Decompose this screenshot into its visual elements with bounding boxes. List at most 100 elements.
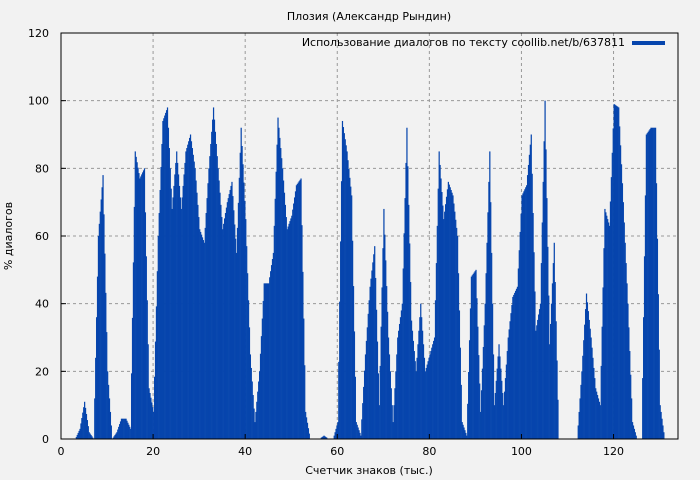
bar — [295, 185, 298, 439]
bar — [175, 162, 177, 440]
bar — [277, 117, 279, 439]
bar — [227, 198, 229, 439]
bar — [528, 154, 531, 440]
bar — [75, 436, 77, 439]
bar — [373, 254, 375, 439]
bar — [273, 225, 275, 439]
bar — [108, 398, 111, 439]
bar — [411, 330, 414, 439]
bar — [537, 319, 539, 439]
bar — [468, 372, 470, 439]
bar — [338, 361, 340, 439]
bar — [433, 337, 436, 439]
bar — [644, 195, 647, 439]
bar — [578, 411, 580, 439]
bar — [79, 428, 81, 439]
bar — [608, 225, 611, 439]
bar — [658, 349, 660, 439]
bar — [262, 300, 264, 439]
bar — [496, 368, 498, 439]
bar — [663, 432, 665, 439]
bar — [92, 437, 94, 439]
bar — [550, 303, 553, 439]
bar — [282, 168, 284, 440]
bar — [279, 137, 281, 439]
bar — [163, 118, 165, 439]
bar — [159, 189, 161, 439]
bar — [653, 127, 655, 439]
bar — [321, 436, 323, 439]
bar — [326, 437, 328, 439]
bar — [218, 180, 220, 439]
bar — [460, 384, 462, 439]
bar — [406, 127, 408, 439]
bar — [189, 137, 191, 439]
bar — [622, 202, 624, 439]
bar — [538, 309, 541, 439]
bar — [582, 355, 584, 439]
bar — [81, 418, 83, 439]
bar — [100, 199, 102, 439]
bar — [633, 428, 636, 439]
bar — [164, 115, 166, 439]
bar — [78, 430, 80, 439]
ticks: 0 20 40 60 80 100 120 0 20 40 60 80 100 120 — [28, 27, 624, 458]
bar — [522, 193, 524, 439]
bar — [105, 292, 107, 439]
bar — [643, 256, 646, 439]
bar — [83, 407, 85, 439]
bar — [258, 371, 261, 439]
bar — [369, 286, 371, 439]
bar — [116, 432, 118, 439]
y-tick-label: 40 — [35, 298, 49, 311]
bar — [512, 296, 514, 439]
bar — [623, 222, 625, 439]
bar — [614, 104, 616, 439]
bar — [509, 321, 511, 439]
bar — [594, 378, 596, 439]
bar — [353, 331, 356, 439]
bar — [497, 356, 499, 439]
bar — [154, 341, 157, 439]
bar — [121, 418, 123, 439]
bar — [456, 227, 458, 439]
bar — [517, 268, 519, 439]
bar — [597, 398, 600, 439]
bar — [584, 309, 587, 439]
bar — [294, 191, 297, 439]
bar — [206, 198, 208, 439]
bar — [147, 344, 149, 439]
bar — [399, 317, 402, 439]
bar — [471, 275, 473, 439]
bar — [656, 238, 659, 439]
bar — [414, 361, 416, 439]
bar — [283, 192, 286, 439]
bar — [165, 110, 168, 439]
bars — [75, 100, 665, 440]
bar — [345, 145, 347, 439]
bar — [197, 204, 199, 439]
bar — [596, 391, 598, 439]
bar — [222, 229, 224, 439]
bar — [646, 133, 648, 439]
bar — [305, 417, 308, 439]
bar — [415, 371, 417, 439]
y-tick-label: 60 — [35, 230, 49, 243]
bar — [439, 164, 441, 439]
bar — [144, 212, 147, 439]
y-tick-label: 20 — [35, 365, 49, 378]
bar — [433, 340, 435, 439]
bar — [244, 200, 246, 439]
bar — [498, 344, 500, 439]
bar — [232, 196, 234, 439]
bar — [499, 356, 501, 439]
x-tick-label: 20 — [146, 445, 160, 458]
bar — [631, 398, 633, 439]
bar — [442, 205, 444, 439]
bar — [201, 237, 204, 439]
bar — [248, 327, 251, 439]
bar — [204, 227, 206, 439]
bar — [358, 430, 360, 439]
bar — [259, 353, 262, 439]
